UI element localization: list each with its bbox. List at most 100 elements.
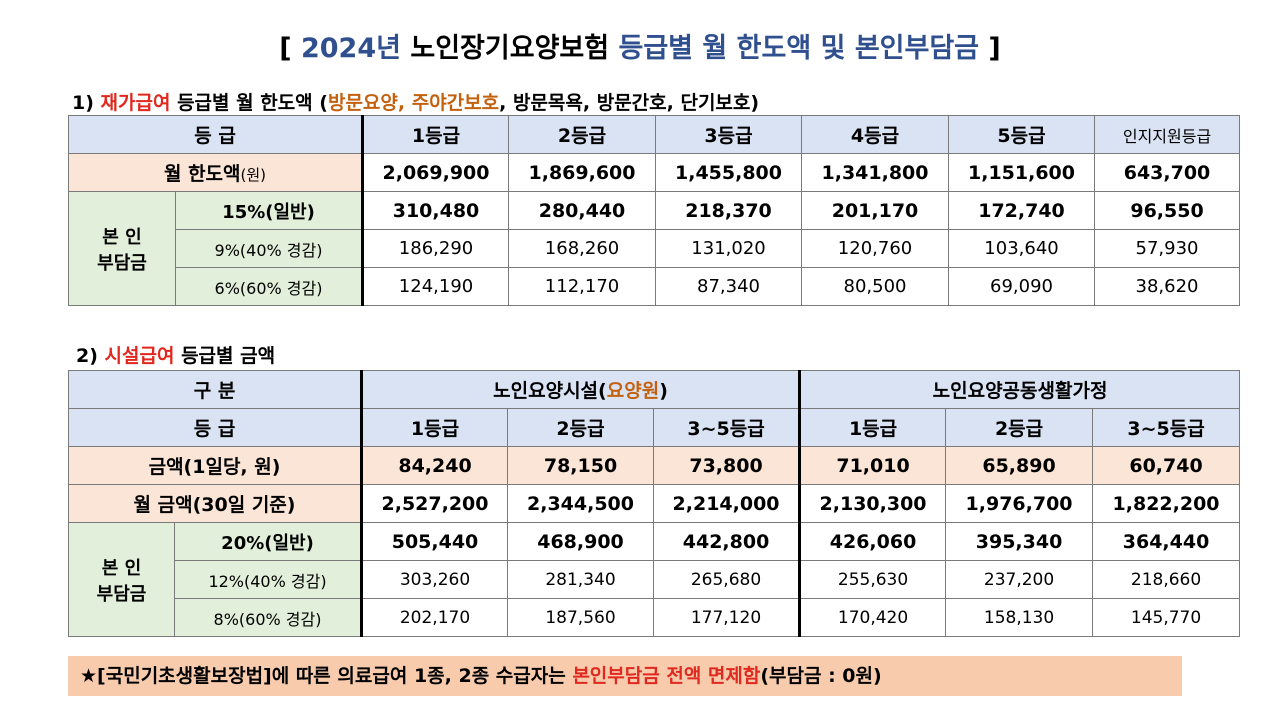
t2-category-label: 구 분 <box>67 370 364 409</box>
t2-facility-a: 노인요양시설(요양원) <box>361 370 802 409</box>
t1-grade-1: 1등급 <box>362 115 510 154</box>
title-subject: 등급별 월 한도액 및 본인부담금 <box>618 33 980 64</box>
t1-copay-value: 131,020 <box>655 229 803 268</box>
section2-text: 등급별 금액 <box>174 345 276 367</box>
t2-copay-value: 158,130 <box>945 598 1094 637</box>
t1-limit-value: 1,869,600 <box>508 153 657 192</box>
section1-number: 1) <box>72 92 101 114</box>
t2-daily-label: 금액(1일당, 원) <box>67 446 364 485</box>
t2-grade: 2등급 <box>945 408 1094 447</box>
t2-copay-value: 177,120 <box>653 598 802 637</box>
section1-text: 등급별 월 한도액 ( <box>170 92 328 114</box>
t2-copay-value: 145,770 <box>1092 598 1241 637</box>
t2-grade: 3~5등급 <box>1092 408 1241 447</box>
section1-rest: , 방문목욕, 방문간호, 단기보호) <box>499 92 760 114</box>
t1-copay-value: 57,930 <box>1094 229 1241 268</box>
t2-daily-value: 60,740 <box>1092 446 1241 485</box>
t2-copay-value: 468,900 <box>507 522 655 561</box>
section2-keyword: 시설급여 <box>104 345 175 367</box>
t2-monthly-value: 2,214,000 <box>653 484 802 523</box>
t1-copay-rate: 15%(일반) <box>174 191 365 230</box>
t2-monthly-row: 월 금액(30일 기준) 2,527,200 2,344,500 2,214,0… <box>67 484 1241 523</box>
t2-copay-rate: 20%(일반) <box>173 522 364 561</box>
t2-copay-value: 265,680 <box>653 560 802 599</box>
section1-title: 1) 재가급여 등급별 월 한도액 (방문요양, 주야간보호, 방문목욕, 방문… <box>72 88 759 115</box>
t1-copay-value: 168,260 <box>508 229 657 268</box>
t1-copay-value: 124,190 <box>362 267 510 306</box>
t1-copay-value: 218,370 <box>655 191 803 230</box>
t2-facility-b: 노인요양공동생활가정 <box>799 370 1241 409</box>
note-rest: (부담금 : 0원) <box>760 665 882 687</box>
home-care-table: 등 급 1등급 2등급 3등급 4등급 5등급 인지지원등급 월 한도액(원) … <box>67 115 1241 306</box>
t2-copay-value: 202,170 <box>361 598 509 637</box>
t1-copay-value: 103,640 <box>948 229 1096 268</box>
t1-copay-label: 본 인 부담금 <box>68 191 176 306</box>
t2-copay-value: 170,420 <box>799 598 947 637</box>
t1-copay-value: 310,480 <box>362 191 510 230</box>
t1-limit-value: 2,069,900 <box>362 153 510 192</box>
t2-copay-value: 237,200 <box>945 560 1094 599</box>
t2-copay-value: 281,340 <box>507 560 655 599</box>
t1-copay-row-60: 6%(60% 경감) 124,190 112,170 87,340 80,500… <box>69 267 1241 306</box>
note-text: [국민기초생활보장법]에 따른 의료급여 1종, 2종 수급자는 <box>97 665 573 687</box>
section1-keyword: 재가급여 <box>100 92 171 114</box>
t1-copay-value: 280,440 <box>508 191 657 230</box>
t1-limit-unit: (원) <box>240 166 267 184</box>
t2-monthly-value: 1,822,200 <box>1092 484 1241 523</box>
t2-monthly-label: 월 금액(30일 기준) <box>67 484 364 523</box>
t1-grade-cognitive: 인지지원등급 <box>1094 115 1241 154</box>
note-highlight: 본인부담금 전액 면제함 <box>572 665 761 687</box>
t1-grade-4: 4등급 <box>801 115 950 154</box>
t2-copay-rate: 12%(40% 경감) <box>173 560 364 599</box>
t2-monthly-value: 2,527,200 <box>361 484 509 523</box>
t2-daily-value: 78,150 <box>507 446 655 485</box>
section2-number: 2) <box>76 345 105 367</box>
t2-grade-row: 등 급 1등급 2등급 3~5등급 1등급 2등급 3~5등급 <box>67 408 1241 447</box>
t2-monthly-value: 2,344,500 <box>507 484 655 523</box>
t1-copay-rate: 6%(60% 경감) <box>174 267 365 306</box>
t1-copay-row-40: 9%(40% 경감) 186,290 168,260 131,020 120,7… <box>69 229 1241 268</box>
t2-copay-label-line2: 부담금 <box>96 583 147 605</box>
title-bracket-open: [ <box>279 33 301 64</box>
exemption-note: ★[국민기초생활보장법]에 따른 의료급여 1종, 2종 수급자는 본인부담금 … <box>68 656 1182 696</box>
t1-limit-value: 1,455,800 <box>655 153 803 192</box>
t1-copay-rate: 9%(40% 경감) <box>174 229 365 268</box>
t1-grade-2: 2등급 <box>508 115 657 154</box>
t1-limit-label-text: 월 한도액 <box>163 163 241 185</box>
page-title: [ 2024년 노인장기요양보험 등급별 월 한도액 및 본인부담금 ] <box>0 26 1280 65</box>
title-bracket-close: ] <box>979 33 1001 64</box>
t2-daily-value: 84,240 <box>361 446 509 485</box>
t2-daily-value: 73,800 <box>653 446 802 485</box>
t2-copay-value: 255,630 <box>799 560 947 599</box>
t1-copay-value: 96,550 <box>1094 191 1241 230</box>
t2-copay-value: 442,800 <box>653 522 802 561</box>
t1-copay-value: 69,090 <box>948 267 1096 306</box>
t2-copay-value: 303,260 <box>361 560 509 599</box>
t1-grade-label: 등 급 <box>67 115 365 154</box>
t2-copay-rate: 8%(60% 경감) <box>173 598 364 637</box>
facility-care-table: 구 분 노인요양시설(요양원) 노인요양공동생활가정 등 급 1등급 2등급 3… <box>67 370 1241 637</box>
t2-monthly-value: 1,976,700 <box>945 484 1094 523</box>
t1-copay-value: 112,170 <box>508 267 657 306</box>
star-icon: ★ <box>80 665 98 687</box>
t1-limit-value: 1,151,600 <box>948 153 1096 192</box>
t1-grade-row: 등 급 1등급 2등급 3등급 4등급 5등급 인지지원등급 <box>67 115 1241 154</box>
t1-copay-value: 172,740 <box>948 191 1096 230</box>
t1-copay-value: 80,500 <box>801 267 950 306</box>
t2-daily-value: 71,010 <box>799 446 947 485</box>
t2-facility-a-suffix: ) <box>659 380 668 402</box>
t2-grade: 1등급 <box>361 408 509 447</box>
section2-title: 2) 시설급여 등급별 금액 <box>76 341 275 368</box>
title-insurance: 노인장기요양보험 <box>400 33 619 64</box>
t2-copay-row-60: 8%(60% 경감) 202,170 187,560 177,120 170,4… <box>69 598 1241 637</box>
t1-grade-5: 5등급 <box>948 115 1096 154</box>
t1-copay-value: 201,170 <box>801 191 950 230</box>
t1-copay-value: 186,290 <box>362 229 510 268</box>
t2-grade: 3~5등급 <box>653 408 802 447</box>
t2-daily-row: 금액(1일당, 원) 84,240 78,150 73,800 71,010 6… <box>67 446 1241 485</box>
t2-facility-a-highlight: 요양원 <box>606 380 660 402</box>
t1-limit-value: 1,341,800 <box>801 153 950 192</box>
t1-copay-value: 38,620 <box>1094 267 1241 306</box>
section1-highlight: 방문요양, 주야간보호 <box>327 92 500 114</box>
t1-copay-value: 120,760 <box>801 229 950 268</box>
